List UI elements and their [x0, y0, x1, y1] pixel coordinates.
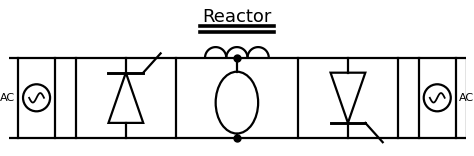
Bar [298, 58, 398, 138]
Text: Reactor: Reactor [202, 7, 272, 26]
Bar [419, 58, 456, 138]
Bar [76, 58, 175, 138]
Text: AC: AC [0, 93, 15, 103]
Bar [18, 58, 55, 138]
Text: AC: AC [458, 93, 474, 103]
